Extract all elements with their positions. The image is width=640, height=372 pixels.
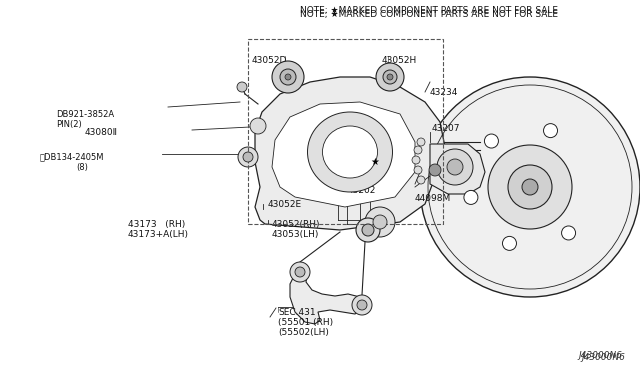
Polygon shape [290,270,365,324]
Circle shape [464,190,478,205]
Circle shape [484,134,499,148]
Text: 43052H: 43052H [382,56,417,65]
Polygon shape [272,102,415,207]
Circle shape [414,146,422,154]
Text: 44098M: 44098M [415,194,451,203]
Text: PIN(2): PIN(2) [56,120,82,129]
Circle shape [414,166,422,174]
Circle shape [420,77,640,297]
Circle shape [383,70,397,84]
Circle shape [429,164,441,176]
Ellipse shape [323,126,378,178]
Text: ⒶDB134-2405M: ⒶDB134-2405M [40,152,104,161]
Polygon shape [430,144,485,194]
Circle shape [417,176,425,184]
Circle shape [376,63,404,91]
Circle shape [285,74,291,80]
Circle shape [508,165,552,209]
Text: 43052E: 43052E [268,200,302,209]
Text: (8): (8) [76,163,88,172]
Circle shape [373,215,387,229]
Circle shape [356,218,380,242]
Circle shape [488,145,572,229]
Text: (55501 (RH): (55501 (RH) [278,318,333,327]
Circle shape [437,149,473,185]
Circle shape [290,262,310,282]
Circle shape [447,159,463,175]
Circle shape [250,118,266,134]
Circle shape [365,207,395,237]
Circle shape [280,69,296,85]
Text: ★: ★ [371,157,380,167]
Circle shape [362,224,374,236]
Circle shape [543,124,557,138]
Circle shape [417,138,425,146]
Text: (55502(LH): (55502(LH) [278,328,329,337]
Circle shape [357,300,367,310]
Circle shape [352,295,372,315]
Circle shape [502,236,516,250]
Text: 43173   (RH): 43173 (RH) [128,220,185,229]
Polygon shape [255,77,445,230]
Circle shape [561,226,575,240]
Text: 43052(RH): 43052(RH) [272,220,321,229]
Circle shape [522,179,538,195]
Text: 43207: 43207 [432,124,461,133]
Circle shape [237,82,247,92]
Text: 43234: 43234 [430,88,458,97]
Text: 43080Ⅱ: 43080Ⅱ [85,128,118,137]
Text: 43052D: 43052D [252,56,287,65]
Text: 43053(LH): 43053(LH) [272,230,319,239]
Text: 43222: 43222 [335,172,364,181]
Ellipse shape [307,112,392,192]
Text: J43000N6: J43000N6 [581,353,625,362]
Circle shape [387,74,393,80]
Text: J43000N6: J43000N6 [578,351,622,360]
Circle shape [412,156,420,164]
Text: 43173+A(LH): 43173+A(LH) [128,230,189,239]
Circle shape [243,152,253,162]
Circle shape [238,147,258,167]
Text: DB921-3852A: DB921-3852A [56,110,114,119]
Text: NOTE; ★MARKED COMPONENT PARTS ARE NOT FOR SALE: NOTE; ★MARKED COMPONENT PARTS ARE NOT FO… [300,6,558,15]
Circle shape [272,61,304,93]
Text: NOTE; ★MARKED COMPONENT PARTS ARE NOT FOR SALE: NOTE; ★MARKED COMPONENT PARTS ARE NOT FO… [300,10,558,19]
Text: 43202: 43202 [348,186,376,195]
Circle shape [295,267,305,277]
Text: SEC.431: SEC.431 [278,308,316,317]
